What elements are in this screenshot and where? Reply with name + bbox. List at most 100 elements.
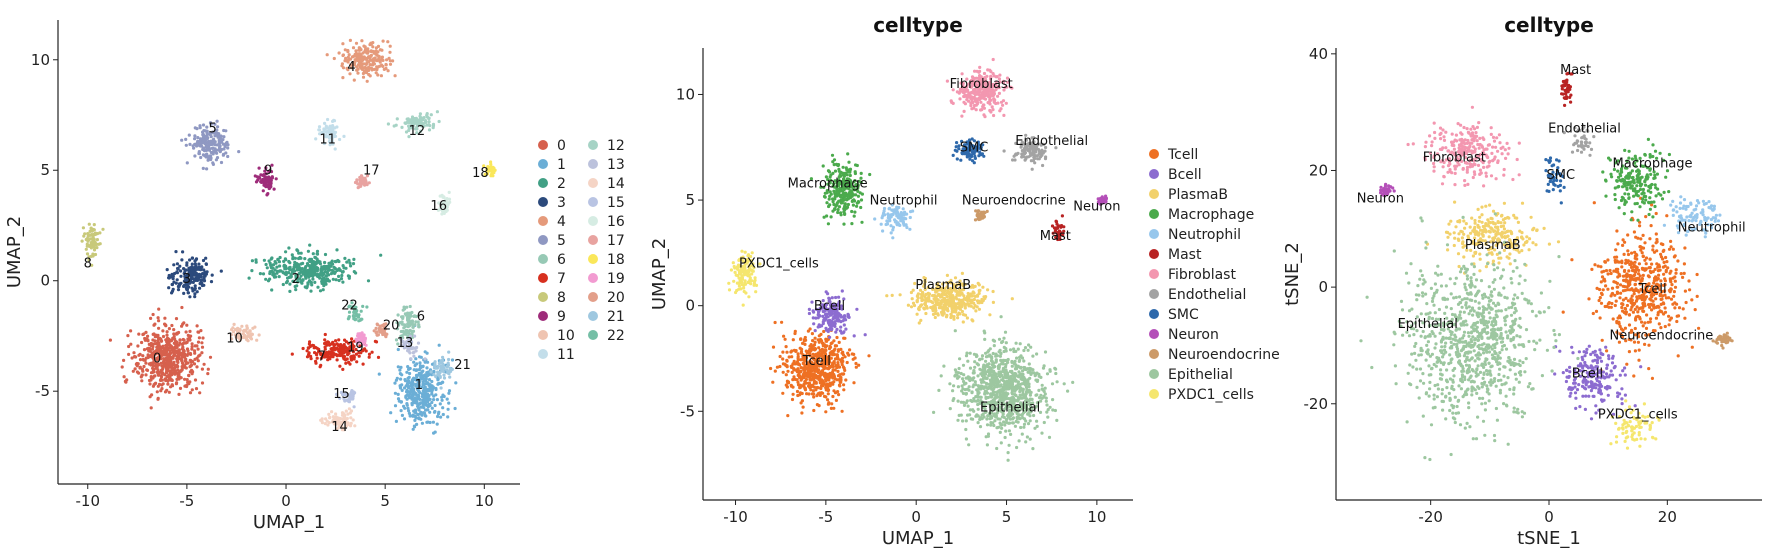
cluster-label: 7 <box>318 349 326 364</box>
data-point <box>224 129 228 133</box>
data-point <box>440 395 444 399</box>
data-point <box>165 333 169 337</box>
data-point <box>438 402 442 406</box>
data-point <box>153 339 157 343</box>
data-point <box>186 333 190 337</box>
data-point <box>347 360 351 364</box>
data-point <box>126 334 130 338</box>
data-point <box>925 306 929 310</box>
data-point <box>329 350 333 354</box>
data-point <box>386 122 390 126</box>
data-point <box>769 366 773 371</box>
data-point <box>193 259 197 263</box>
data-point <box>333 266 337 271</box>
data-point <box>807 381 811 385</box>
data-point <box>363 183 367 187</box>
data-point <box>318 276 322 280</box>
data-point <box>349 66 354 70</box>
data-point <box>796 354 800 359</box>
data-point <box>144 338 148 342</box>
data-point <box>159 361 163 365</box>
data-point <box>407 411 411 415</box>
data-point <box>340 62 344 66</box>
data-point <box>824 377 828 381</box>
data-point <box>919 296 924 300</box>
data-point <box>290 352 294 356</box>
data-point <box>149 316 153 320</box>
series-0 <box>108 305 213 410</box>
data-point <box>216 135 220 139</box>
data-point <box>824 410 828 414</box>
data-point <box>222 135 226 139</box>
data-point <box>442 376 447 380</box>
data-point <box>354 49 358 53</box>
data-point <box>354 317 358 321</box>
data-point <box>256 178 260 182</box>
data-point <box>430 406 434 410</box>
data-point <box>92 223 96 227</box>
data-point <box>839 325 843 329</box>
data-point <box>173 342 177 346</box>
data-point <box>95 246 99 250</box>
data-point <box>915 299 919 303</box>
data-point <box>797 362 801 366</box>
data-point <box>156 335 160 339</box>
legend-swatch <box>538 159 548 169</box>
data-point <box>292 269 297 273</box>
data-point <box>176 372 180 376</box>
data-point <box>386 40 390 44</box>
data-point <box>798 386 802 390</box>
data-point <box>340 273 344 278</box>
data-point <box>983 91 987 95</box>
panel-2: celltype-10 -5 0 5 10-50510UMAP_1UMAP_2Fibro… <box>649 13 1280 549</box>
data-point <box>964 302 969 306</box>
data-point <box>826 402 831 406</box>
data-point <box>209 157 213 162</box>
data-point <box>974 309 978 313</box>
data-point <box>163 353 167 357</box>
data-point <box>854 193 858 197</box>
data-point <box>352 257 356 261</box>
data-point <box>436 414 440 419</box>
data-point <box>427 128 432 132</box>
data-point <box>337 338 341 342</box>
data-point <box>388 62 393 66</box>
data-point <box>407 331 411 335</box>
data-point <box>800 399 805 403</box>
data-point <box>326 134 330 138</box>
data-point <box>213 122 217 126</box>
data-point <box>217 138 221 142</box>
data-point <box>205 132 209 136</box>
data-point <box>835 353 839 357</box>
data-point <box>156 356 160 361</box>
data-point <box>206 158 210 162</box>
data-point <box>416 320 420 324</box>
data-point <box>141 332 145 337</box>
data-point <box>782 334 786 338</box>
data-point <box>970 318 974 322</box>
data-point <box>409 329 414 333</box>
data-point <box>370 350 374 354</box>
data-point <box>335 248 339 252</box>
data-point <box>962 109 966 113</box>
data-point <box>171 371 175 375</box>
data-point <box>122 375 126 379</box>
data-point <box>123 379 127 383</box>
legend-swatch <box>538 311 548 321</box>
data-point <box>312 344 316 348</box>
data-point <box>158 351 162 355</box>
data-point <box>332 56 336 61</box>
data-point <box>185 323 189 327</box>
data-point <box>855 204 859 208</box>
data-point <box>854 361 858 366</box>
data-point <box>294 274 298 278</box>
data-point <box>819 339 824 343</box>
data-point <box>261 272 266 276</box>
data-point <box>185 378 189 382</box>
data-point <box>334 412 338 416</box>
data-point <box>836 349 840 353</box>
data-point <box>178 338 182 342</box>
data-point <box>1043 149 1047 153</box>
data-point <box>812 375 816 379</box>
data-point <box>807 307 812 311</box>
